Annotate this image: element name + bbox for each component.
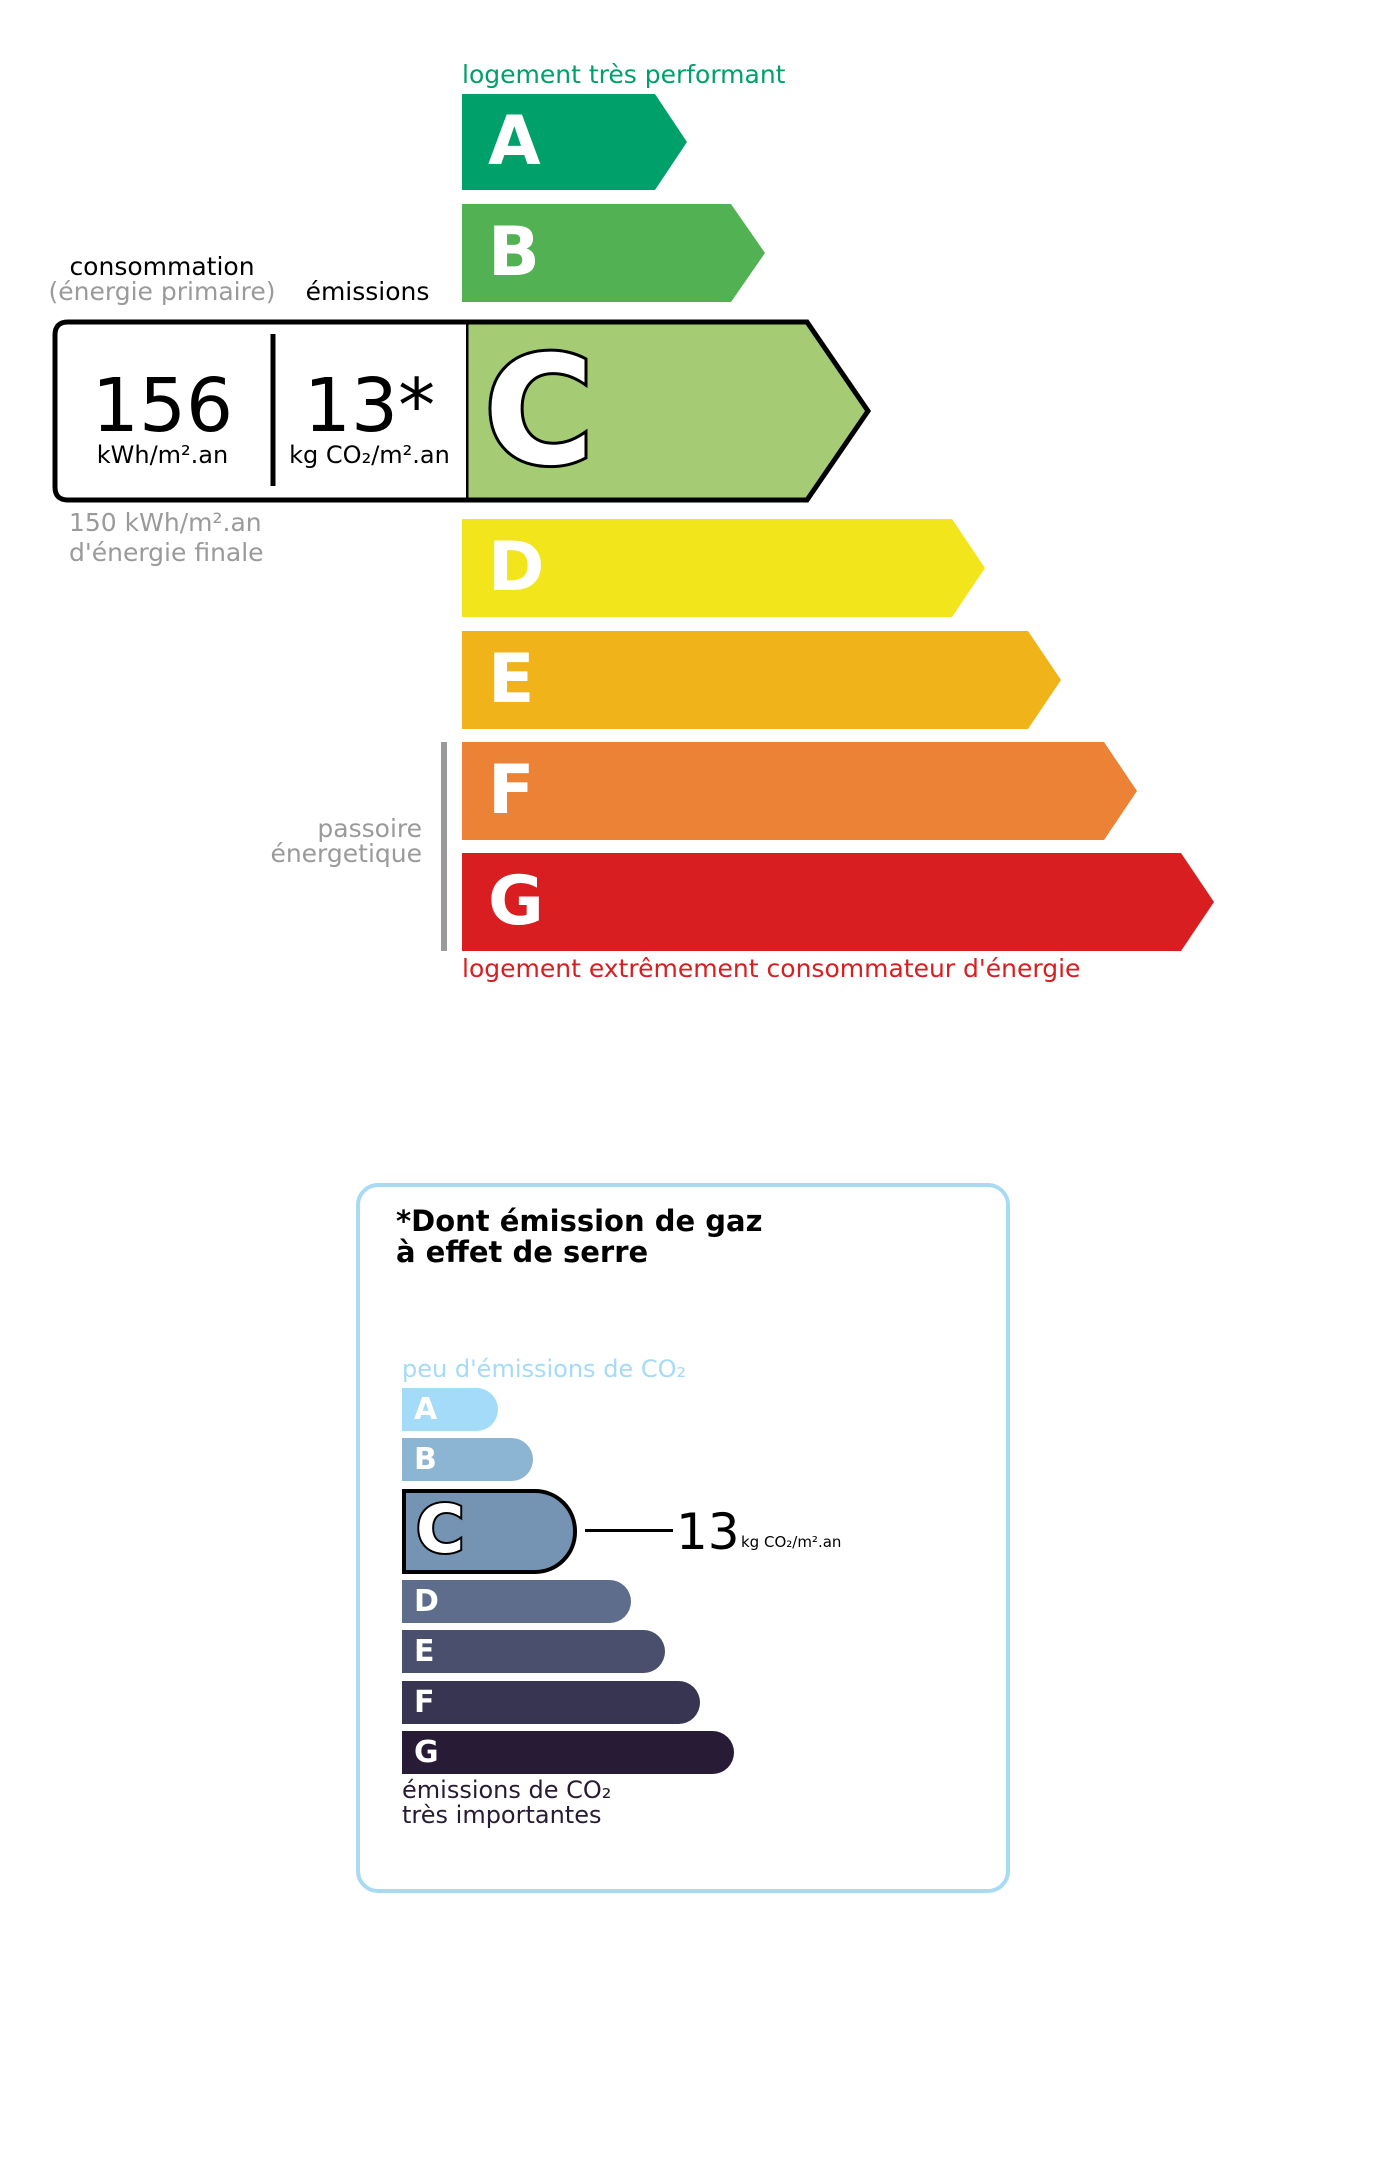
- class-letter: A: [414, 1392, 438, 1427]
- energy-value-box: C 156 kWh/m².an 13* kg CO₂/m².an: [52, 319, 872, 503]
- ges-unit: kg CO₂/m².an: [741, 1533, 842, 1551]
- ges-bottom-line2: très importantes: [402, 1801, 602, 1829]
- class-letter: F: [488, 751, 535, 830]
- consumption-label: consommation: [69, 252, 255, 281]
- energy-top-label: logement très performant: [462, 60, 786, 89]
- ges-class-g: G: [402, 1731, 734, 1774]
- class-letter: A: [488, 102, 541, 181]
- energy-class-b: B: [462, 204, 765, 302]
- ges-class-b: B: [402, 1438, 533, 1481]
- ges-value: 13: [676, 1503, 740, 1561]
- class-letter: B: [488, 213, 540, 292]
- energy-bottom-label: logement extrêmement consommateur d'éner…: [462, 954, 1081, 983]
- ges-title-line1: *Dont émission de gaz: [396, 1204, 763, 1238]
- class-letter: E: [488, 640, 535, 719]
- final-energy-line1: 150 kWh/m².an: [69, 508, 262, 537]
- ges-class-e: E: [402, 1630, 665, 1673]
- ges-panel: [356, 1183, 1010, 1893]
- class-letter: D: [414, 1584, 439, 1619]
- consumption-sublabel: (énergie primaire): [48, 277, 276, 306]
- ges-value-connector: [585, 1529, 673, 1532]
- ges-class-a: A: [402, 1388, 498, 1431]
- ges-class-d: D: [402, 1580, 631, 1623]
- ges-current-letter: C: [414, 1491, 466, 1568]
- energy-class-e: E: [462, 631, 1061, 729]
- consumption-unit: kWh/m².an: [96, 441, 229, 469]
- final-energy-line2: d'énergie finale: [69, 538, 264, 567]
- passoire-bracket: [441, 742, 447, 951]
- class-letter: G: [488, 862, 544, 941]
- emissions-value: 13*: [303, 363, 436, 449]
- ges-class-f: F: [402, 1681, 700, 1724]
- energy-class-g: G: [462, 853, 1214, 951]
- emissions-unit: kg CO₂/m².an: [289, 441, 450, 469]
- class-letter: F: [414, 1685, 435, 1720]
- class-letter: D: [488, 528, 545, 607]
- energy-class-a: A: [462, 94, 687, 190]
- energy-class-f: F: [462, 742, 1137, 840]
- ges-class-c-current: C: [402, 1489, 577, 1574]
- class-letter: E: [414, 1634, 435, 1669]
- passoire-line2: énergetique: [270, 839, 422, 868]
- emissions-label: émissions: [305, 277, 430, 306]
- energy-current-letter: C: [481, 325, 597, 499]
- passoire-line1: passoire: [317, 814, 422, 843]
- ges-title-line2: à effet de serre: [396, 1235, 649, 1269]
- energy-class-d: D: [462, 519, 985, 617]
- ges-top-label: peu d'émissions de CO₂: [402, 1355, 687, 1383]
- class-letter: G: [414, 1735, 439, 1770]
- consumption-value: 156: [91, 363, 234, 449]
- ges-bottom-line1: émissions de CO₂: [402, 1776, 612, 1804]
- class-letter: B: [414, 1442, 437, 1477]
